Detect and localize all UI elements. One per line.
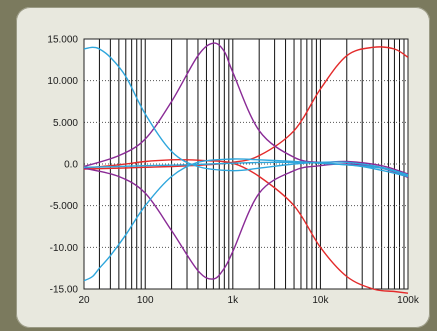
x-tick-label: 100 (137, 295, 154, 306)
y-tick-label: 10.000 (47, 76, 78, 87)
series-line-7 (83, 161, 409, 178)
x-tick-label: 100k (397, 295, 420, 306)
series-group (83, 42, 409, 294)
series-line-5 (83, 46, 409, 176)
y-tick-label: -15.00 (50, 285, 79, 296)
y-tick-label: 15.000 (47, 35, 78, 46)
grid (83, 38, 409, 290)
x-tick-label: 20 (78, 295, 90, 306)
y-tick-label: -10.00 (50, 243, 79, 254)
x-tick-labels: 20 100 1k 10k 100k (78, 295, 419, 306)
y-tick-label: 5.000 (53, 118, 78, 129)
series-line-2 (83, 158, 409, 294)
plot-border (83, 38, 409, 290)
series-line-3 (83, 42, 409, 175)
series-line-1 (83, 46, 409, 170)
y-tick-label: 0.0 (64, 160, 78, 171)
x-tick-label: 10k (312, 295, 329, 306)
y-tick-label: -5.000 (50, 201, 79, 212)
y-tick-labels: 15.000 10.000 5.000 0.0 -5.000 -10.00 -15.00 (47, 35, 78, 296)
x-tick-label: 1k (228, 295, 240, 306)
